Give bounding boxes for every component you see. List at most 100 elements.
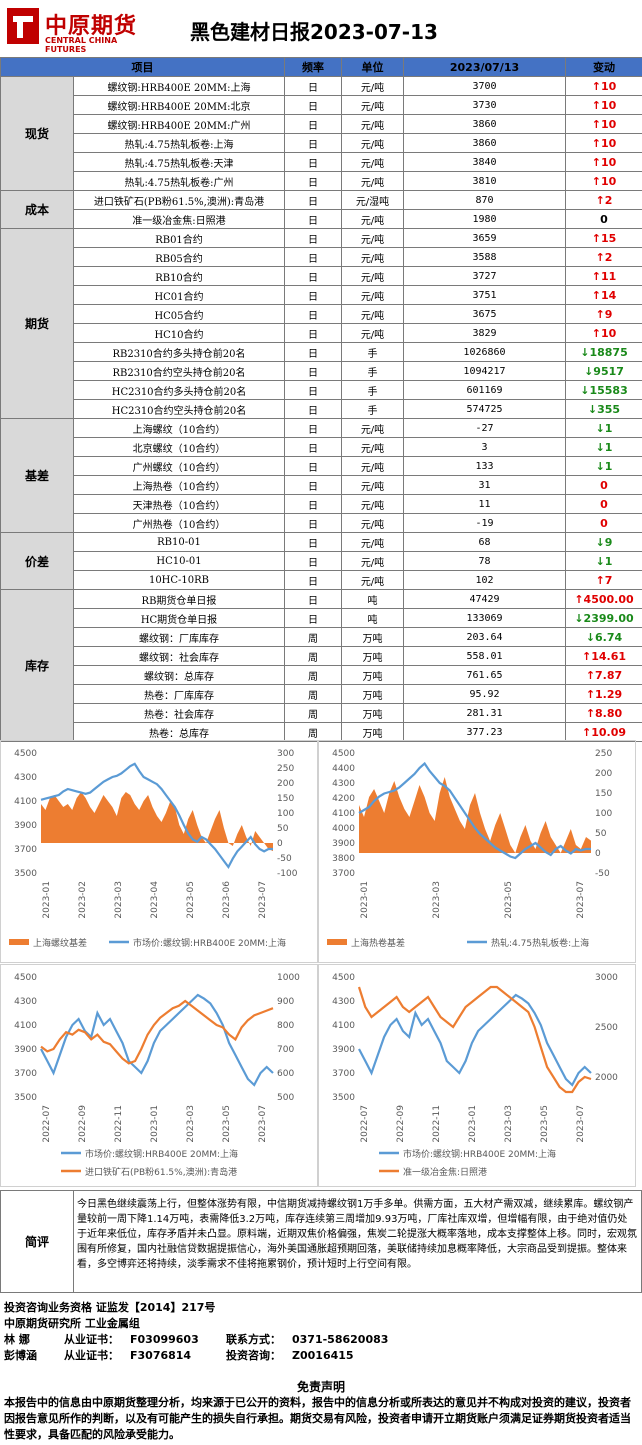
unit-cell: 万吨 xyxy=(341,684,404,704)
item-cell: RB2310合约空头持仓前20名 xyxy=(73,361,285,381)
left-tick-label: 3500 xyxy=(14,869,37,879)
change-cell: 6.74 xyxy=(565,627,642,647)
unit-cell: 万吨 xyxy=(341,646,404,666)
freq-cell: 日 xyxy=(284,114,342,134)
item-cell: RB01合约 xyxy=(73,228,285,248)
freq-cell: 日 xyxy=(284,285,342,305)
item-cell: 广州热卷（10合约） xyxy=(73,513,285,533)
left-tick-label: 4500 xyxy=(14,749,37,759)
change-cell: 1.29 xyxy=(565,684,642,704)
value-cell: 47429 xyxy=(403,589,566,609)
right-tick-label: 900 xyxy=(277,997,294,1007)
unit-cell: 元/吨 xyxy=(341,551,404,571)
legend-swatch xyxy=(327,939,347,945)
x-tick-label: 2023-02 xyxy=(78,881,88,919)
analyst-row-1: 林 娜 从业证书： F03099603 联系方式： 0371-58620083 xyxy=(4,1332,640,1348)
unit-cell: 元/吨 xyxy=(341,114,404,134)
cert-label: 从业证书： xyxy=(64,1349,119,1362)
value-cell: 31 xyxy=(403,475,566,495)
freq-cell: 周 xyxy=(284,646,342,666)
value-cell: 203.64 xyxy=(403,627,566,647)
x-tick-label: 2023-03 xyxy=(432,881,442,919)
left-tick-label: 4500 xyxy=(332,973,355,983)
change-cell: 10 xyxy=(565,171,642,191)
change-cell: 1 xyxy=(565,456,642,476)
table-header-row: 项目 频率 单位 2023/07/13 变动 xyxy=(0,57,642,77)
institute-line: 中原期货研究所 工业金属组 xyxy=(4,1317,140,1330)
value-cell: 3860 xyxy=(403,114,566,134)
x-tick-label: 2022-07 xyxy=(360,1105,370,1143)
left-tick-label: 3500 xyxy=(332,1093,355,1103)
series-line-1 xyxy=(40,999,274,1065)
item-cell: HC10合约 xyxy=(73,323,285,343)
chart-svg: 4500 4300 4100 3900 3700 3500 3000 2500 2000 2022… xyxy=(332,973,618,1178)
unit-cell: 手 xyxy=(341,361,404,381)
x-tick-label: 2023-05 xyxy=(186,881,196,919)
unit-cell: 元/吨 xyxy=(341,494,404,514)
left-tick-label: 3900 xyxy=(14,1045,37,1055)
change-up-value: 11 xyxy=(592,270,617,283)
change-up-value: 9 xyxy=(596,308,613,321)
change-up-value: 1.29 xyxy=(586,688,622,701)
unit-cell: 元/吨 xyxy=(341,475,404,495)
freq-cell: 日 xyxy=(284,190,342,210)
item-cell: HC10-01 xyxy=(73,551,285,571)
change-up-value: 10 xyxy=(592,99,617,112)
value-cell: 3829 xyxy=(403,323,566,343)
unit-cell: 手 xyxy=(341,342,404,362)
change-cell: 355 xyxy=(565,399,642,419)
change-up-value: 10 xyxy=(592,175,617,188)
x-tick-label: 2023-06 xyxy=(222,881,232,919)
freq-cell: 日 xyxy=(284,608,342,628)
legend-label: 市场价:螺纹钢:HRB400E 20MM:上海 xyxy=(403,1148,556,1160)
category-cell: 库存 xyxy=(0,589,74,742)
item-cell: 准一级冶金焦:日照港 xyxy=(73,209,285,229)
freq-cell: 日 xyxy=(284,456,342,476)
category-cell: 基差 xyxy=(0,418,74,533)
left-tick-label: 3700 xyxy=(14,1069,37,1079)
change-up-value: 14.61 xyxy=(582,650,626,663)
legend-label: 市场价:螺纹钢:HRB400E 20MM:上海 xyxy=(85,1148,238,1160)
cert-number: F3076814 xyxy=(130,1349,192,1362)
change-cell: 0 xyxy=(565,513,642,533)
right-tick-label: 150 xyxy=(277,794,294,804)
value-cell: 3727 xyxy=(403,266,566,286)
left-tick-label: 3800 xyxy=(332,854,355,864)
unit-cell: 元/吨 xyxy=(341,76,404,96)
change-cell: 10 xyxy=(565,95,642,115)
unit-cell: 元/吨 xyxy=(341,323,404,343)
x-tick-label: 2022-09 xyxy=(78,1105,88,1143)
col-header-freq: 频率 xyxy=(284,57,342,77)
change-down-value: 1 xyxy=(596,422,613,435)
change-cell: 9 xyxy=(565,304,642,324)
freq-cell: 周 xyxy=(284,722,342,742)
item-cell: 螺纹钢：社会库存 xyxy=(73,646,285,666)
unit-cell: 元/吨 xyxy=(341,152,404,172)
x-tick-label: 2023-05 xyxy=(540,1105,550,1143)
item-cell: HC2310合约多头持仓前20名 xyxy=(73,380,285,400)
change-cell: 14.61 xyxy=(565,646,642,666)
right-tick-label: 0 xyxy=(595,849,601,859)
unit-cell: 万吨 xyxy=(341,627,404,647)
x-tick-label: 2023-01 xyxy=(150,1105,160,1143)
left-tick-label: 4100 xyxy=(332,1021,355,1031)
change-cell: 4500.00 xyxy=(565,589,642,609)
change-cell: 15 xyxy=(565,228,642,248)
change-cell: 1 xyxy=(565,437,642,457)
left-tick-label: 4100 xyxy=(14,1021,37,1031)
item-cell: 上海热卷（10合约） xyxy=(73,475,285,495)
col-header-unit: 单位 xyxy=(341,57,404,77)
right-tick-label: 250 xyxy=(595,749,612,759)
right-tick-label: 100 xyxy=(277,809,294,819)
change-up-value: 10 xyxy=(592,118,617,131)
left-tick-label: 3900 xyxy=(14,821,37,831)
left-tick-label: 4100 xyxy=(332,809,355,819)
